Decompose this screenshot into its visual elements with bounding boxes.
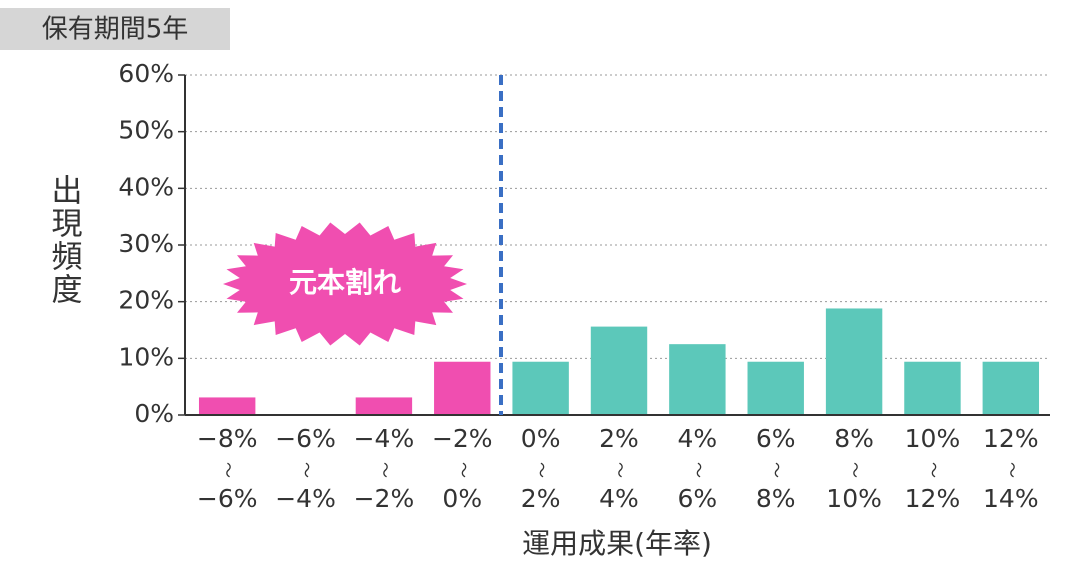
subtitle: 保有期間5年 (42, 15, 189, 45)
x-tick-label: −8% (197, 424, 258, 453)
x-tick-label: 〜 (611, 462, 630, 478)
x-tick-label: 2% (521, 484, 561, 513)
x-tick-label: 〜 (846, 462, 865, 478)
bar (982, 361, 1040, 415)
plot: 0% 10% 20% 30% 40% 50% 60% −8% 〜 −6% −6% 〜 −4% −4% 〜 −2… (118, 59, 1050, 513)
x-tick-label: 〜 (767, 462, 786, 478)
annotation-burst (223, 222, 467, 346)
bar (747, 361, 804, 415)
x-tick-label: 〜 (297, 462, 316, 478)
y-axis-label: 出現頻度 (46, 174, 83, 306)
subtitle-box (0, 8, 230, 50)
x-tick-label: −4% (354, 424, 415, 453)
bar (512, 361, 569, 415)
bar (355, 397, 413, 415)
x-tick-label: −2% (354, 484, 415, 513)
bar (434, 361, 491, 415)
bar (904, 361, 961, 415)
x-tick-label: 14% (983, 484, 1039, 513)
x-tick-label: 6% (678, 484, 718, 513)
bar (825, 308, 883, 415)
y-tick-label: 60% (118, 59, 174, 88)
x-tick-label: 10% (905, 424, 961, 453)
x-axis-label: 運用成果(年率) (522, 527, 712, 560)
bar (590, 326, 648, 415)
annotation: 元本割れ (289, 266, 401, 299)
y-tick-label: 0% (134, 399, 174, 428)
x-tick-label: −4% (275, 484, 336, 513)
x-tick-label: 12% (905, 484, 961, 513)
y-tick-label: 50% (118, 116, 174, 145)
x-tick-label: −2% (432, 424, 493, 453)
x-tick-label: 8% (834, 424, 874, 453)
y-tick-label: 40% (118, 172, 174, 201)
x-tick-label: 〜 (532, 462, 551, 478)
x-tick-label: 〜 (375, 462, 394, 478)
x-tick-label: 4% (599, 484, 639, 513)
y-tick-label: 30% (118, 229, 174, 258)
x-tick-label: 〜 (689, 462, 708, 478)
x-tick-label: 〜 (924, 462, 943, 478)
x-tick-label: 〜 (454, 462, 473, 478)
x-tick-label: 10% (826, 484, 882, 513)
y-tick-label: 10% (118, 342, 174, 371)
x-tick-label: 4% (678, 424, 718, 453)
x-tick-label: −6% (197, 484, 258, 513)
y-tick-label: 20% (118, 286, 174, 315)
x-tick-label: −6% (275, 424, 336, 453)
x-tick-label: 〜 (1002, 462, 1021, 478)
x-tick-label: 2% (599, 424, 639, 453)
x-tick-label: 6% (756, 424, 796, 453)
x-tick-label: 0% (442, 484, 482, 513)
x-tick-label: 12% (983, 424, 1039, 453)
bar (669, 344, 726, 415)
x-tick-label: 0% (521, 424, 561, 453)
x-tick-label: 〜 (219, 462, 238, 478)
bar (198, 397, 256, 415)
x-tick-label: 8% (756, 484, 796, 513)
